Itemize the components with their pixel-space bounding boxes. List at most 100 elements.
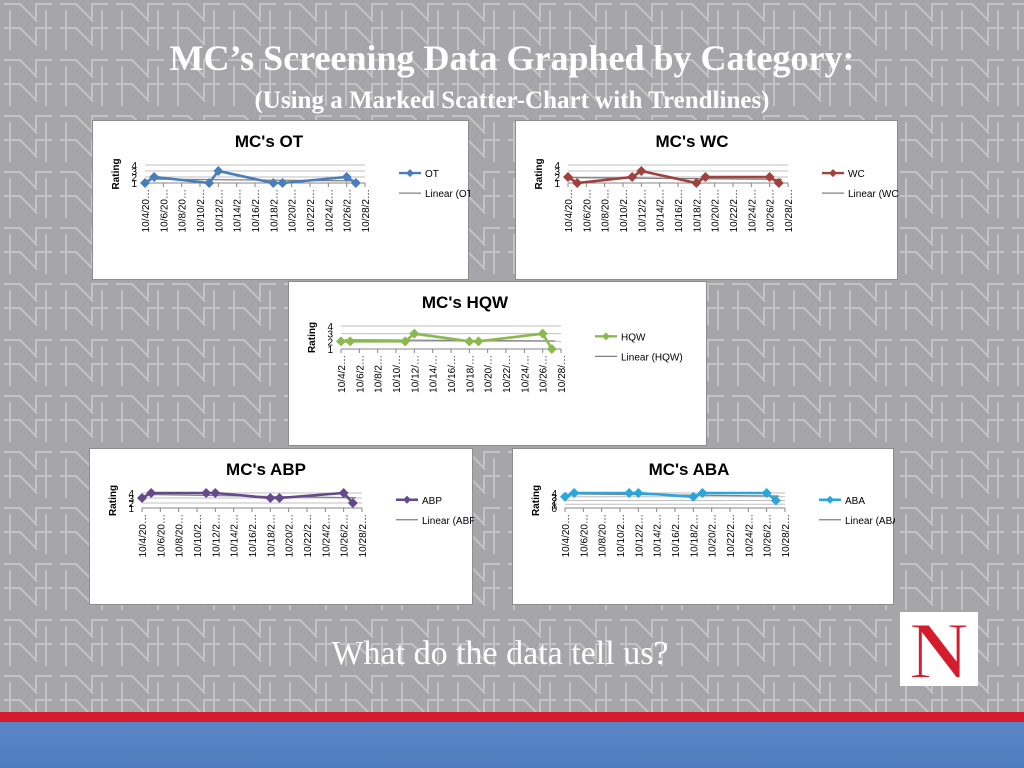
- wc-x-tick-label: 10/24/2…: [747, 189, 758, 232]
- hqw-legend-series-label: HQW: [621, 332, 646, 343]
- abp-data-point: [137, 493, 147, 503]
- aba-y-tick-label: 0: [551, 504, 557, 515]
- wc-y-tick-label: 1: [554, 179, 560, 190]
- ot-data-point: [341, 172, 352, 182]
- ot-x-tick-label: 10/22/2…: [306, 189, 317, 232]
- abp-x-tick-label: 10/12/2…: [211, 514, 222, 557]
- aba-x-tick-label: 10/18/2…: [689, 514, 700, 557]
- abp-legend-marker: [403, 495, 411, 504]
- ot-y-tick-label: 3: [131, 167, 137, 178]
- abp-data-point: [338, 488, 349, 498]
- hqw-data-point: [464, 336, 475, 347]
- ot-legend-marker: [406, 169, 414, 178]
- wc-y-tick-label: 3: [554, 167, 560, 178]
- abp-legend-trend-label: Linear (ABP): [422, 516, 474, 527]
- aba-data-point: [770, 495, 781, 506]
- wc-legend-series-label: WC: [848, 169, 865, 180]
- ot-legend-series-label: OT: [425, 169, 439, 180]
- hqw-y-tick-label: 1: [327, 345, 333, 356]
- ot-x-tick-label: 10/6/20…: [159, 189, 170, 232]
- wc-x-tick-label: 10/8/20…: [601, 189, 612, 232]
- hqw-trendline: [344, 339, 556, 342]
- abp-y-tick-label: 4: [128, 489, 134, 500]
- wc-x-tick-label: 10/16/2…: [674, 189, 685, 232]
- footer-blue-band: [0, 722, 1024, 768]
- hqw-legend-trend-label: Linear (HQW): [621, 352, 683, 363]
- hqw-data-point: [400, 336, 411, 347]
- wc-legend-trend-label: Linear (WC): [848, 189, 899, 200]
- abp-x-tick-label: 10/14/2…: [230, 514, 241, 557]
- hqw-data-point: [345, 336, 356, 347]
- discussion-question: What do the data tell us?: [331, 635, 669, 672]
- abp-data-point: [274, 493, 285, 503]
- aba-x-tick-label: 10/12/2…: [634, 514, 645, 557]
- aba-legend-trend-label: Linear (ABA): [845, 516, 895, 527]
- aba-y-tick-label: 2: [551, 497, 557, 508]
- ot-x-tick-label: 10/4/20…: [141, 189, 152, 232]
- ot-x-tick-label: 10/26/2…: [343, 189, 354, 232]
- wc-x-tick-label: 10/22/2…: [729, 189, 740, 232]
- abp-x-tick-label: 10/10/2…: [193, 514, 204, 557]
- hqw-data-point: [546, 344, 557, 354]
- aba-x-tick-label: 10/6/20…: [579, 514, 590, 557]
- abp-x-tick-label: 10/18/2…: [266, 514, 277, 557]
- wc-chart-title: MC's WC: [656, 132, 729, 151]
- abp-x-tick-label: 10/8/20…: [175, 514, 186, 557]
- hqw-x-tick-label: 10/12/…: [410, 355, 421, 393]
- chart-hqw: MC's HQW 1 2 3 4 Rating 10/4/2… 10/6/2… 10/8/2… 1…: [288, 281, 707, 446]
- chart-ot: MC's OT 1 2 3 4 Rating 10/4/20… 10/6/20… 10/8/20…: [92, 120, 470, 280]
- hqw-series-line: [341, 332, 553, 350]
- aba-data-point: [761, 488, 772, 498]
- aba-x-tick-label: 10/8/20…: [598, 514, 609, 557]
- aba-y-tick-label: 4: [551, 489, 557, 500]
- hqw-x-tick-label: 10/14/…: [429, 355, 440, 393]
- abp-data-point: [201, 488, 212, 498]
- abp-x-tick-label: 10/22/2…: [303, 514, 314, 557]
- ot-y-tick-label: 4: [131, 161, 137, 172]
- wc-x-tick-label: 10/20/2…: [711, 189, 722, 232]
- ot-data-point: [140, 178, 150, 188]
- aba-data-point: [633, 488, 644, 498]
- abp-x-tick-label: 10/26/2…: [340, 514, 351, 557]
- hqw-y-tick-label: 3: [327, 330, 333, 341]
- aba-legend-series-label: ABA: [845, 496, 865, 507]
- logo-letter: N: [909, 612, 968, 686]
- slide-subtitle: (Using a Marked Scatter-Chart with Trend…: [254, 87, 770, 114]
- university-n-logo: N: [900, 612, 978, 686]
- aba-series-line: [564, 491, 777, 502]
- wc-y-tick-label: 2: [554, 173, 560, 184]
- aba-y-tick-label: 1: [551, 500, 557, 511]
- abp-x-tick-label: 10/20/2…: [285, 514, 296, 557]
- aba-legend-marker: [826, 495, 834, 504]
- chart-wc: MC's WC 1 2 3 4 Rating 10/4/20… 10/6/20… 10/8/20…: [515, 120, 899, 280]
- abp-x-tick-label: 10/6/20…: [156, 514, 167, 557]
- hqw-data-point: [473, 336, 484, 347]
- hqw-x-tick-label: 10/6/2…: [355, 355, 366, 393]
- abp-x-tick-label: 10/24/2…: [321, 514, 332, 557]
- wc-x-tick-label: 10/12/2…: [637, 189, 648, 232]
- aba-y-axis-label: Rating: [531, 485, 542, 516]
- ot-data-point: [149, 172, 160, 182]
- abp-legend-series-label: ABP: [422, 496, 442, 507]
- wc-x-tick-label: 10/26/2…: [766, 189, 777, 232]
- abp-y-tick-label: 2: [128, 499, 134, 510]
- wc-legend-marker: [829, 169, 837, 178]
- abp-data-point: [146, 488, 157, 498]
- wc-x-tick-label: 10/10/2…: [619, 189, 630, 232]
- abp-x-tick-label: 10/4/20…: [138, 514, 149, 557]
- hqw-x-tick-label: 10/8/2…: [374, 355, 385, 393]
- hqw-data-point: [409, 328, 420, 339]
- hqw-x-tick-label: 10/4/2…: [337, 355, 348, 393]
- hqw-y-tick-label: 4: [327, 322, 333, 333]
- ot-x-tick-label: 10/16/2…: [251, 189, 262, 232]
- hqw-x-tick-label: 10/10/…: [392, 355, 403, 393]
- ot-data-point: [268, 178, 279, 188]
- wc-x-tick-label: 10/18/2…: [692, 189, 703, 232]
- ot-chart-title: MC's OT: [235, 132, 304, 151]
- hqw-x-tick-label: 10/26/…: [539, 355, 550, 393]
